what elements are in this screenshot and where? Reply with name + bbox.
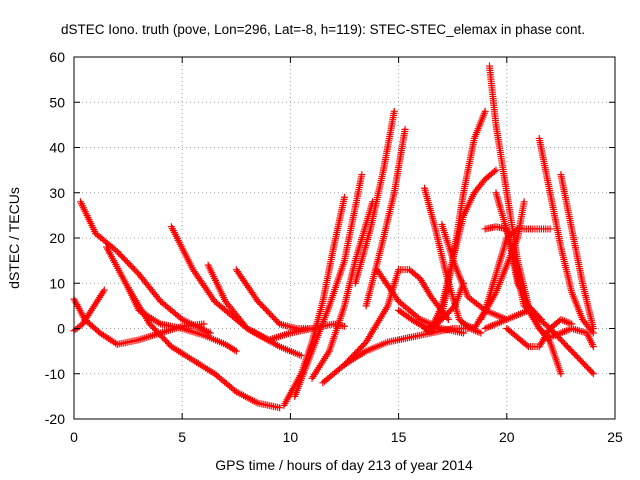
y-tick-label: 20: [49, 230, 65, 246]
data-point: [390, 107, 398, 115]
data-point: [341, 193, 348, 201]
data-series-6: [167, 223, 305, 360]
data-point: [358, 171, 366, 179]
data-point: [460, 329, 468, 337]
chart-title: dSTEC Iono. truth (pove, Lon=296, Lat=-8…: [61, 22, 585, 37]
x-tick-label: 25: [607, 429, 623, 445]
data-series-29: [535, 134, 597, 337]
data-series-26: [477, 198, 528, 323]
data-point: [100, 286, 108, 294]
data-series-3: [70, 286, 108, 335]
data-point: [589, 370, 597, 378]
data-series-11: [308, 198, 377, 382]
data-point: [444, 315, 452, 323]
data-series-14: [351, 107, 398, 287]
data-point: [523, 341, 531, 349]
x-tick-label: 10: [283, 429, 299, 445]
data-point: [589, 325, 597, 332]
y-tick-label: -20: [45, 411, 65, 427]
y-tick-label: 30: [49, 185, 65, 201]
data-point: [232, 347, 240, 355]
data-series-8: [232, 266, 316, 332]
data-point: [155, 296, 163, 304]
data-series-9: [280, 193, 348, 409]
data-series-30: [557, 171, 597, 332]
data-point: [86, 308, 94, 316]
x-tick-label: 15: [391, 429, 407, 445]
x-tick-label: 5: [178, 429, 186, 445]
data-series-1: [76, 198, 214, 337]
data-series-27: [481, 306, 532, 332]
y-axis-label: dSTEC / TECUs: [6, 187, 22, 289]
data-series-10: [291, 171, 366, 400]
y-tick-label: 50: [49, 94, 65, 110]
data-point: [297, 352, 305, 360]
data-point: [477, 329, 485, 337]
y-tick-label: 0: [57, 321, 65, 337]
data-points: [70, 62, 597, 412]
data-series-31: [524, 306, 597, 351]
x-tick-label: 20: [499, 429, 515, 445]
data-point: [492, 166, 500, 174]
data-point: [177, 314, 185, 322]
data-series-12: [319, 325, 472, 387]
data-series-24: [481, 223, 597, 378]
data-point: [200, 320, 208, 328]
y-tick-label: 40: [49, 140, 65, 156]
data-point: [401, 125, 409, 133]
data-series-20: [421, 184, 485, 337]
data-point: [276, 404, 284, 412]
data-series-15: [362, 125, 409, 310]
data-point: [520, 198, 528, 206]
y-tick-label: 60: [49, 49, 65, 65]
data-point: [490, 167, 498, 175]
data-series-22: [460, 225, 554, 332]
y-tick-label: -10: [45, 366, 65, 382]
data-series-5: [124, 284, 284, 412]
y-tick-label: 10: [49, 275, 65, 291]
data-point: [557, 370, 565, 378]
data-point: [341, 322, 348, 330]
data-point: [481, 107, 489, 115]
x-axis-label: GPS time / hours of day 213 of year 2014: [215, 457, 473, 473]
data-series-28: [503, 315, 576, 351]
ticks: 0 5 10 15 20 25 -20 -10 0 10 20 30 40 50 60: [45, 49, 623, 445]
x-tick-label: 0: [70, 429, 78, 445]
data-series-13: [341, 266, 452, 369]
data-point: [546, 225, 554, 233]
data-point: [588, 368, 596, 376]
data-point: [589, 343, 597, 351]
